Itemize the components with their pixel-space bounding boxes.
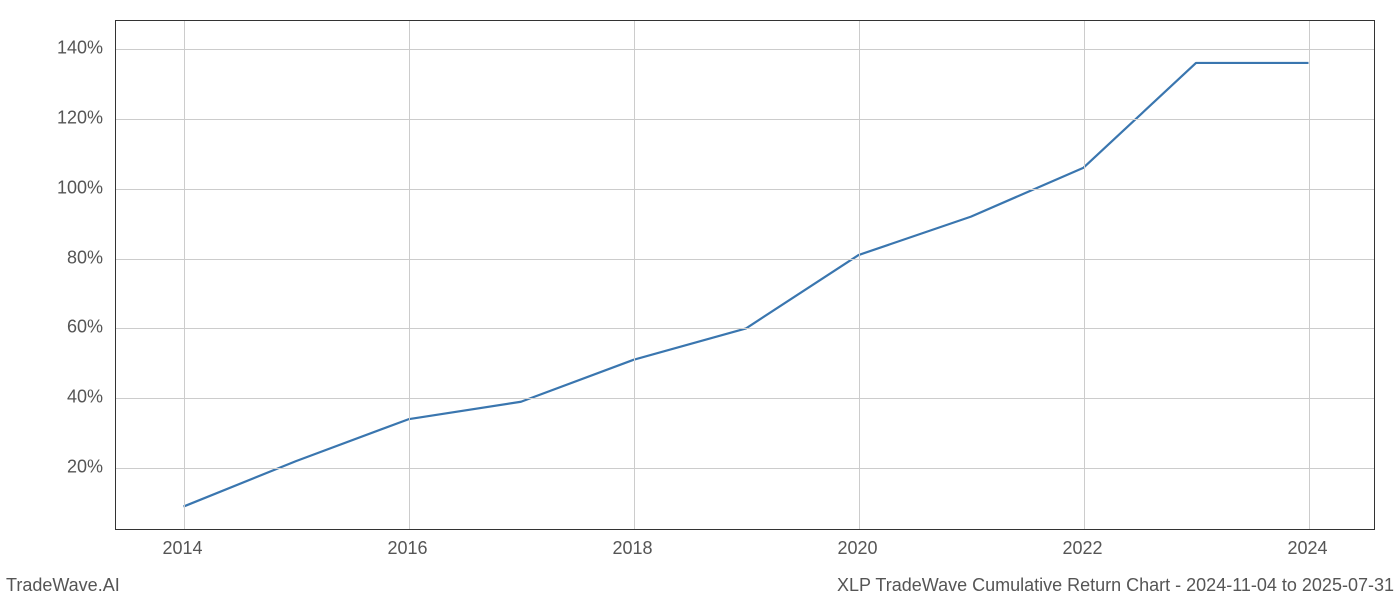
series-line-cumulative_return — [184, 63, 1309, 507]
grid-line-horizontal — [116, 328, 1374, 329]
x-tick-label: 2020 — [837, 538, 877, 559]
grid-line-horizontal — [116, 119, 1374, 120]
footer-right-label: XLP TradeWave Cumulative Return Chart - … — [837, 575, 1394, 596]
x-tick-label: 2014 — [162, 538, 202, 559]
grid-line-horizontal — [116, 259, 1374, 260]
x-tick-label: 2016 — [387, 538, 427, 559]
x-tick-label: 2022 — [1062, 538, 1102, 559]
chart-container: TradeWave.AI XLP TradeWave Cumulative Re… — [0, 0, 1400, 600]
y-tick-label: 20% — [0, 457, 103, 478]
y-tick-label: 120% — [0, 107, 103, 128]
grid-line-vertical — [184, 21, 185, 529]
plot-area — [115, 20, 1375, 530]
y-tick-label: 100% — [0, 177, 103, 198]
grid-line-vertical — [634, 21, 635, 529]
grid-line-horizontal — [116, 49, 1374, 50]
y-tick-label: 60% — [0, 317, 103, 338]
grid-line-horizontal — [116, 189, 1374, 190]
grid-line-vertical — [409, 21, 410, 529]
grid-line-vertical — [859, 21, 860, 529]
x-tick-label: 2018 — [612, 538, 652, 559]
x-tick-label: 2024 — [1287, 538, 1327, 559]
footer-left-label: TradeWave.AI — [6, 575, 120, 596]
grid-line-vertical — [1309, 21, 1310, 529]
y-tick-label: 40% — [0, 387, 103, 408]
grid-line-horizontal — [116, 398, 1374, 399]
grid-line-vertical — [1084, 21, 1085, 529]
y-tick-label: 140% — [0, 37, 103, 58]
y-tick-label: 80% — [0, 247, 103, 268]
grid-line-horizontal — [116, 468, 1374, 469]
line-layer — [116, 21, 1376, 531]
